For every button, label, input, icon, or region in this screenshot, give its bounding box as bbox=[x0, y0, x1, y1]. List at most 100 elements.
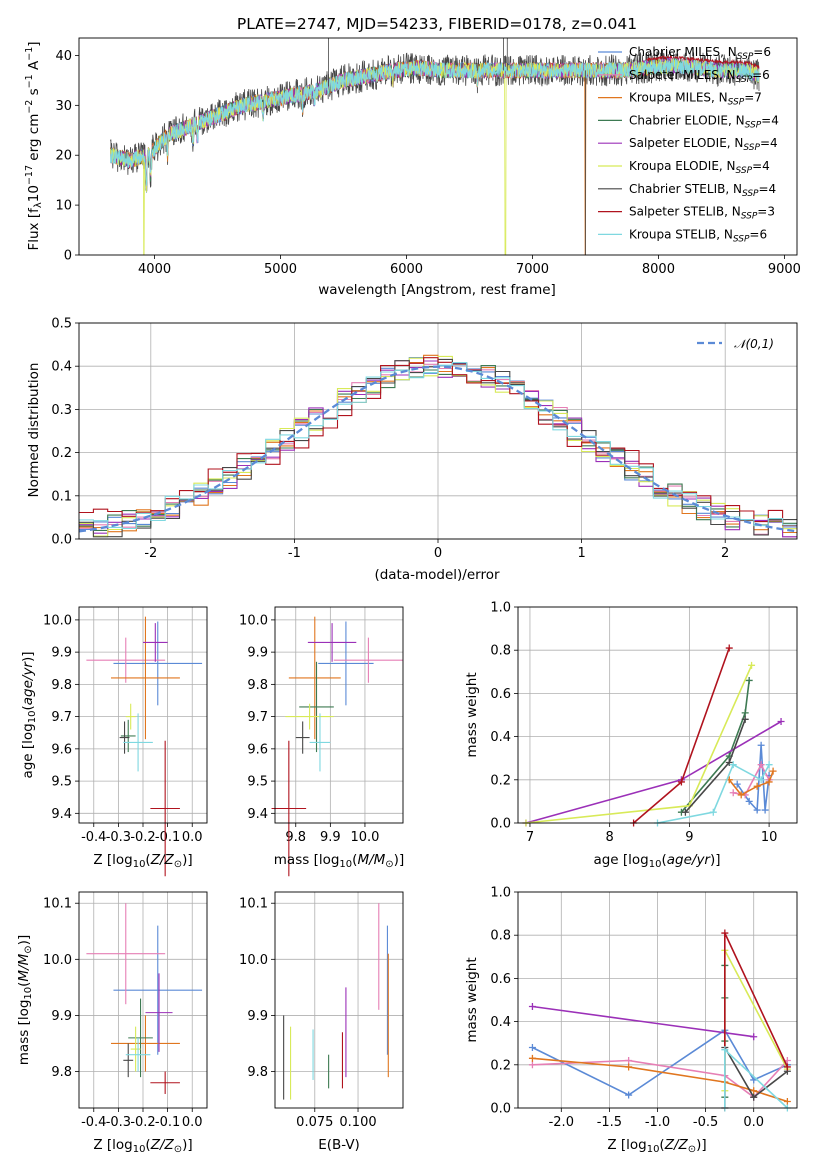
y-tick-label: 10.0 bbox=[239, 613, 268, 628]
weight-marker-5 bbox=[750, 1033, 758, 1041]
mass-vs-Z-panel: -0.4 -0.3 -0.2 -0.1 0.0 9.8 9.9 10.0 10.1 bbox=[43, 891, 208, 1130]
weight-line-7 bbox=[724, 1047, 788, 1099]
legend-entry: Kroupa MILES, NSSP=7 bbox=[629, 91, 762, 108]
y-tick-label: 10.0 bbox=[43, 613, 72, 628]
axes-frame bbox=[517, 891, 798, 1109]
spectrum-line-3 bbox=[110, 59, 659, 256]
x-tick-label: -1.5 bbox=[597, 1115, 622, 1130]
mass-vs-EBV-xlabel: E(B-V) bbox=[318, 1137, 360, 1153]
weight-marker-2 bbox=[528, 1061, 536, 1069]
weights-vs-age-ylabel: mass weight bbox=[464, 672, 480, 757]
x-tick-label: 0.0 bbox=[182, 830, 203, 845]
weight-marker-9 bbox=[729, 761, 737, 769]
legend-entry: Chabrier ELODIE, NSSP=4 bbox=[629, 113, 779, 130]
x-tick-label: -0.2 bbox=[130, 1115, 155, 1130]
y-tick-label: 9.6 bbox=[51, 742, 72, 757]
weight-line-5 bbox=[532, 1005, 754, 1038]
spectrum-ylabel: Flux [fλ10−17 erg cm−2 s−1 A−1] bbox=[24, 41, 44, 250]
y-tick-label: 9.4 bbox=[51, 807, 72, 822]
weight-marker-5 bbox=[528, 1002, 536, 1010]
y-tick-label: 0.0 bbox=[51, 533, 72, 548]
y-tick-label: 9.5 bbox=[247, 775, 268, 790]
weight-marker-3 bbox=[753, 782, 761, 790]
weights-vs-Z-xlabel: Z [log10(Z/Z⊙)] bbox=[607, 1137, 706, 1155]
x-tick-label: 9000 bbox=[768, 262, 801, 277]
y-tick-label: 0.3 bbox=[51, 403, 72, 418]
legend-entry: 𝒩(0,1) bbox=[734, 337, 774, 351]
weight-marker-3 bbox=[750, 1087, 758, 1095]
x-tick-label: 0.075 bbox=[296, 1115, 333, 1130]
weight-marker-3 bbox=[783, 1098, 791, 1106]
y-tick-label: 9.9 bbox=[51, 646, 72, 661]
weight-marker-9 bbox=[721, 1046, 729, 1054]
x-tick-label: 0.0 bbox=[182, 1115, 203, 1130]
x-tick-label: 10 bbox=[761, 830, 778, 845]
weight-line-8 bbox=[633, 647, 730, 824]
axes-frame bbox=[78, 891, 208, 1109]
y-tick-label: 0.2 bbox=[490, 773, 511, 788]
weight-marker-3 bbox=[769, 767, 777, 775]
axes-frame bbox=[274, 891, 404, 1109]
weight-marker-9 bbox=[757, 776, 765, 784]
spectrum-line-9 bbox=[110, 57, 760, 186]
spectrum-line-6 bbox=[110, 58, 760, 256]
y-tick-label: 0.5 bbox=[51, 317, 72, 332]
weight-marker-4 bbox=[745, 676, 753, 684]
weight-marker-8 bbox=[725, 644, 733, 652]
y-tick-label: 0.8 bbox=[490, 644, 511, 659]
weight-marker-8 bbox=[721, 929, 729, 937]
x-tick-label: 0.0 bbox=[743, 1115, 764, 1130]
axes-frame bbox=[78, 322, 798, 540]
weight-marker-1 bbox=[753, 806, 761, 814]
residuals-panel: -2 -1 0 1 2 0.0 0.1 0.2 0.3 0.4 0.5 𝒩(0,1) bbox=[51, 317, 798, 561]
weights-vs-age-xlabel: age [log10(age/yr)] bbox=[593, 852, 720, 870]
weight-marker-5 bbox=[777, 717, 785, 725]
weights-vs-age-panel: 7 8 9 10 0.0 0.2 0.4 0.6 0.8 1.0 bbox=[490, 601, 798, 845]
y-tick-label: 0.2 bbox=[490, 1058, 511, 1073]
age-vs-mass-panel: 9.8 9.9 10.0 9.4 9.5 9.6 9.7 9.8 9.9 10.0 bbox=[239, 606, 404, 877]
x-tick-label: 9.8 bbox=[285, 830, 306, 845]
y-tick-label: 9.8 bbox=[247, 678, 268, 693]
x-tick-label: -0.3 bbox=[106, 830, 131, 845]
x-tick-label: -0.4 bbox=[81, 830, 106, 845]
y-tick-label: 1.0 bbox=[490, 601, 511, 616]
axes-frame bbox=[274, 606, 404, 824]
y-tick-label: 30 bbox=[55, 99, 72, 114]
age-vs-Z-xlabel: Z [log10(Z/Z⊙)] bbox=[93, 852, 192, 870]
x-tick-label: -2.0 bbox=[549, 1115, 574, 1130]
age-vs-mass-xlabel: mass [log10(M/M⊙)] bbox=[274, 852, 404, 870]
axes-frame bbox=[517, 606, 798, 824]
y-tick-label: 40 bbox=[55, 49, 72, 64]
x-tick-label: 2 bbox=[721, 546, 729, 561]
legend-entry: Salpeter ELODIE, NSSP=4 bbox=[629, 136, 778, 153]
y-tick-label: 0.4 bbox=[51, 360, 72, 375]
weight-marker-3 bbox=[737, 791, 745, 799]
y-tick-label: 0 bbox=[64, 249, 72, 264]
y-tick-label: 20 bbox=[55, 149, 72, 164]
y-tick-label: 0.6 bbox=[490, 972, 511, 987]
mass-vs-Z-ylabel: mass [log10(M/M⊙)] bbox=[16, 935, 34, 1065]
x-tick-label: -1 bbox=[288, 546, 301, 561]
x-tick-label: 0 bbox=[434, 546, 442, 561]
y-tick-label: 9.9 bbox=[247, 646, 268, 661]
weight-marker-1 bbox=[757, 741, 765, 749]
legend-entry: Chabrier MILES, NSSP=6 bbox=[629, 45, 771, 62]
weight-marker-2 bbox=[757, 761, 765, 769]
spectrum-legend: Chabrier MILES, NSSP=6 Salpeter MILES, NS… bbox=[598, 45, 779, 244]
axes-frame bbox=[78, 606, 208, 824]
x-tick-label: -0.1 bbox=[155, 830, 180, 845]
weight-line-6 bbox=[525, 664, 753, 824]
y-tick-label: 9.4 bbox=[247, 807, 268, 822]
weight-marker-4 bbox=[741, 709, 749, 717]
weight-marker-3 bbox=[765, 778, 773, 786]
legend-entry: Chabrier STELIB, NSSP=4 bbox=[629, 182, 776, 199]
x-tick-label: -2 bbox=[144, 546, 157, 561]
x-tick-label: 5000 bbox=[264, 262, 297, 277]
weight-marker-7 bbox=[750, 1093, 758, 1101]
weight-marker-6 bbox=[748, 661, 756, 669]
spectrum-title: PLATE=2747, MJD=54233, FIBERID=0178, z=0… bbox=[237, 15, 637, 33]
x-tick-label: -1.0 bbox=[645, 1115, 670, 1130]
y-tick-label: 10.0 bbox=[43, 953, 72, 968]
age-vs-Z-ylabel: age [log10(age/yr)] bbox=[20, 651, 38, 778]
x-tick-label: 7 bbox=[526, 830, 534, 845]
